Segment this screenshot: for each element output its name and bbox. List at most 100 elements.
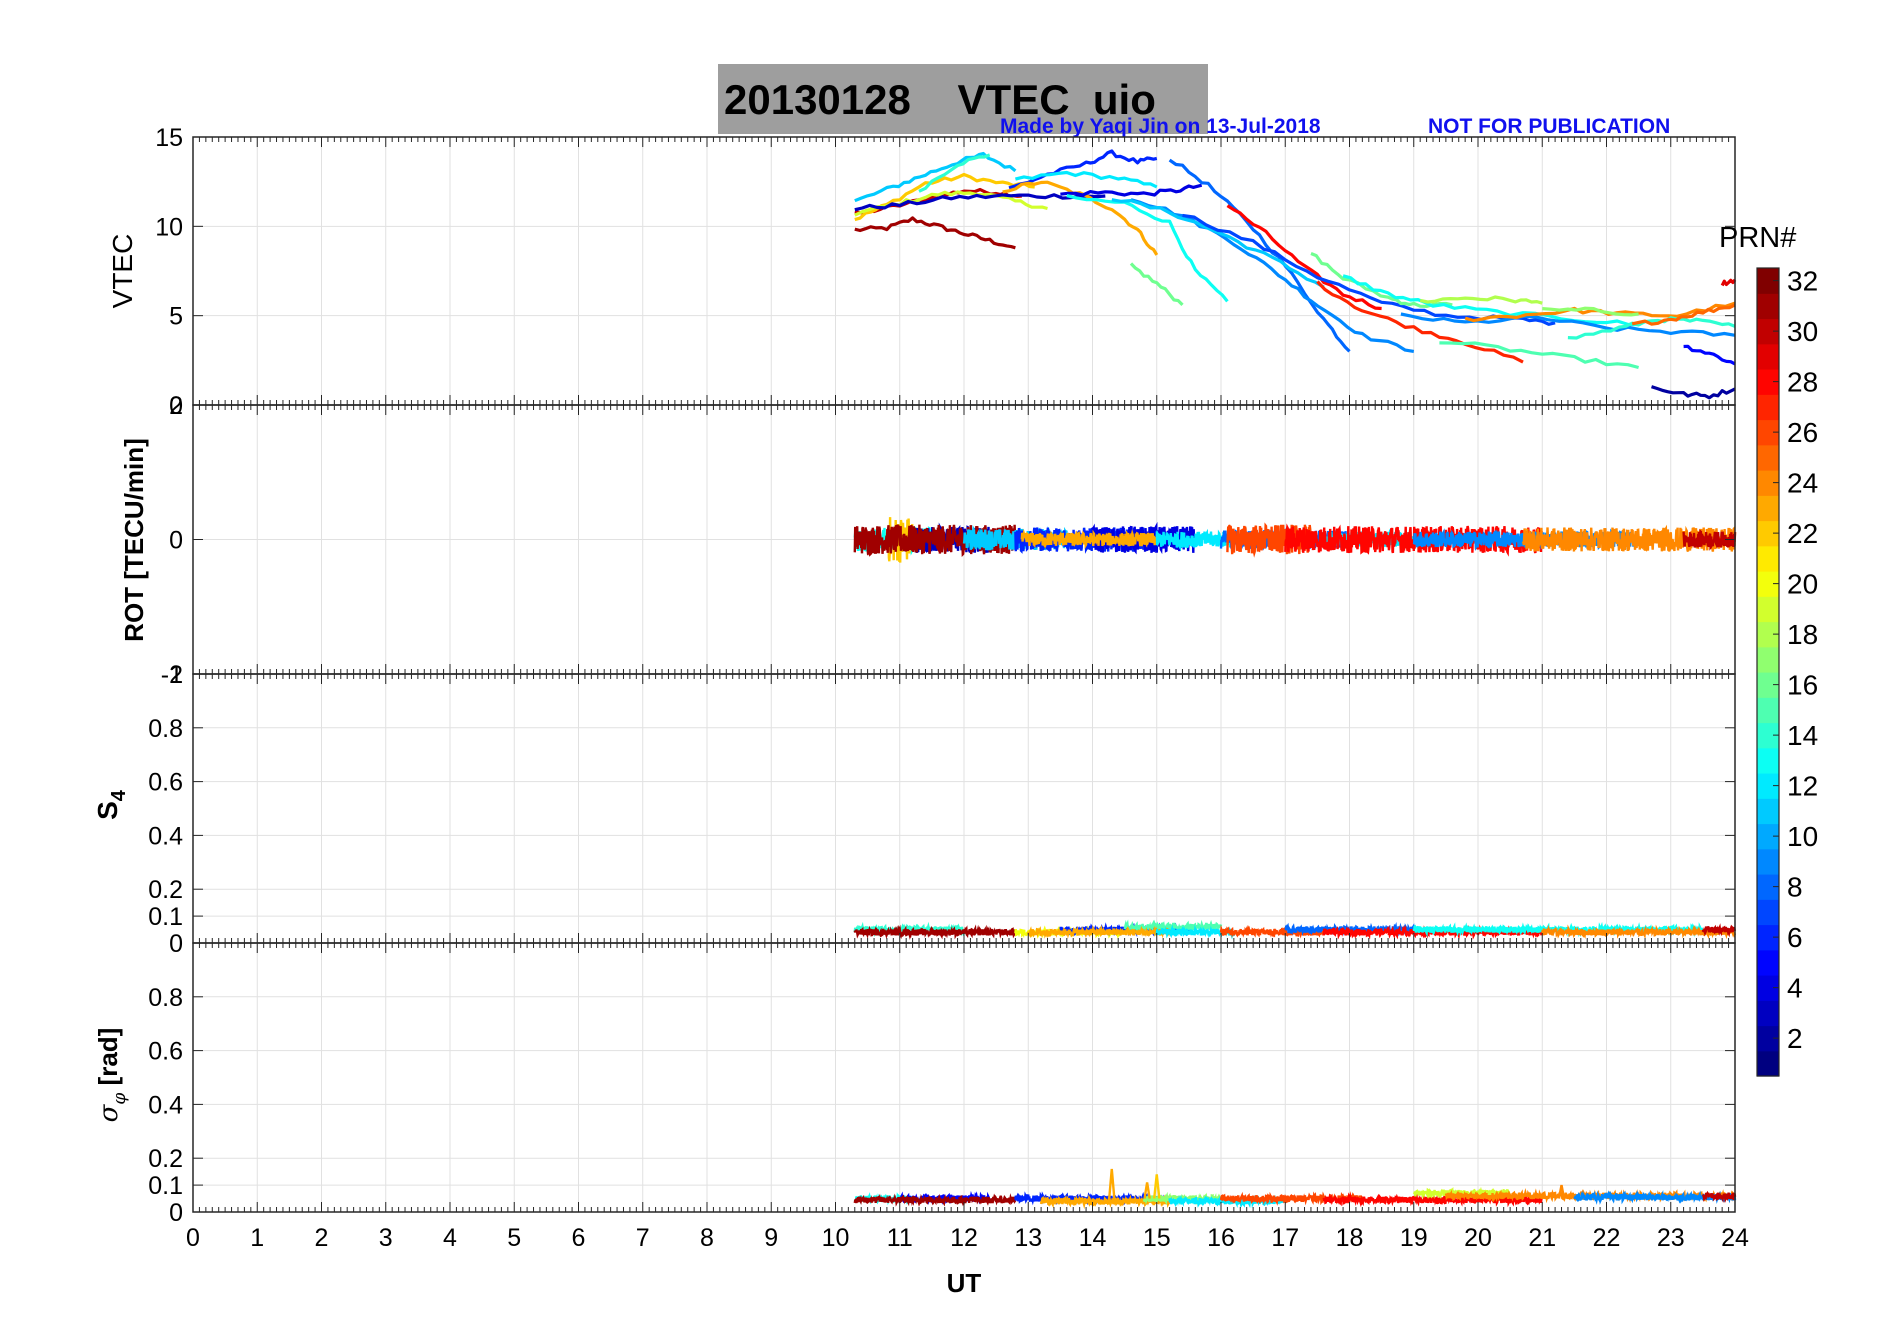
sigma-phi-ylabel: σφ [rad] xyxy=(93,1028,130,1123)
x-tick-label: 15 xyxy=(1143,1224,1171,1252)
sigma_phi-y-tick-label: 0.6 xyxy=(148,1038,183,1066)
colorbar-swatch-prn2 xyxy=(1757,1025,1779,1052)
s4-trace-prn30 xyxy=(1701,923,1737,938)
colorbar-swatch-prn1 xyxy=(1757,1050,1779,1077)
colorbar-swatch-prn16 xyxy=(1757,672,1779,698)
vtec-y-tick-label: 5 xyxy=(169,303,183,331)
x-tick-label: 2 xyxy=(315,1224,329,1252)
s4-y-tick-label: 0.4 xyxy=(148,822,183,850)
colorbar-swatch-prn5 xyxy=(1757,949,1779,976)
colorbar-tick-label: 26 xyxy=(1787,417,1818,448)
sigma_phi-trace-prn26 xyxy=(1219,1191,1364,1206)
sigma_phi-y-tick-label: 0.8 xyxy=(148,984,183,1012)
colorbar-swatch-prn10 xyxy=(1757,823,1779,850)
vtec-panel: 0 5 10 15 VTEC xyxy=(107,124,1737,420)
colorbar-swatch-prn31 xyxy=(1757,293,1779,320)
sigma_phi-spike-prn22 xyxy=(1152,1174,1161,1199)
x-tick-label: 17 xyxy=(1271,1224,1299,1252)
x-tick-label: 24 xyxy=(1721,1224,1749,1252)
sigma_phi-spike-prn23 xyxy=(1143,1182,1151,1199)
colorbar-swatch-prn4 xyxy=(1757,975,1779,1001)
colorbar-tick-label: 4 xyxy=(1787,973,1803,1004)
vtec-line-prn25 xyxy=(1631,303,1736,326)
rot-ylabel: ROT [TECU/min] xyxy=(119,438,149,642)
s4-trace-prn23 xyxy=(1027,924,1171,939)
title-box xyxy=(718,64,1208,134)
colorbar-swatch-prn11 xyxy=(1757,798,1779,825)
s4-y-tick-label: 1 xyxy=(169,661,183,689)
vtec-line-prn14 xyxy=(918,153,991,193)
x-tick-label: 13 xyxy=(1014,1224,1042,1252)
x-tick-label: 16 xyxy=(1207,1224,1235,1252)
colorbar-swatch-prn12 xyxy=(1757,773,1779,799)
colorbar-tick-label: 30 xyxy=(1787,316,1818,347)
colorbar-swatch-prn29 xyxy=(1757,343,1779,370)
x-tick-label: 20 xyxy=(1464,1224,1492,1252)
vtec-line-prn14 xyxy=(1567,316,1736,340)
x-tick-label: 5 xyxy=(507,1224,521,1252)
prn-colorbar xyxy=(1756,267,1780,1077)
publication-notice: NOT FOR PUBLICATION xyxy=(1428,115,1671,138)
vtec-line-prn7 xyxy=(1182,213,1556,326)
colorbar-swatch-prn21 xyxy=(1757,545,1779,572)
sigma_phi-spike-prn23 xyxy=(1108,1168,1116,1199)
vtec-line-prn9 xyxy=(1130,198,1415,353)
vtec-line-prn3 xyxy=(854,193,1106,212)
colorbar-tick-label: 24 xyxy=(1787,468,1818,499)
s4-trace-prn31 xyxy=(853,924,1017,940)
colorbar-tick-label: 8 xyxy=(1787,872,1803,903)
chart-title: 20130128 VTEC uio xyxy=(724,76,1156,123)
sigma_phi-trace-prn30 xyxy=(1701,1190,1737,1204)
vtec-line-prn23 xyxy=(1002,180,1159,256)
vtec-line-prn27 xyxy=(1316,280,1524,364)
vtec-ylabel: VTEC xyxy=(107,234,138,309)
rot-y-tick-label: 0 xyxy=(169,527,183,555)
colorbar-swatch-prn27 xyxy=(1757,394,1779,421)
colorbar-tick-label: 18 xyxy=(1787,619,1818,650)
colorbar-swatch-prn23 xyxy=(1757,495,1779,522)
x-tick-label: 1 xyxy=(250,1224,264,1252)
colorbar-swatch-prn25 xyxy=(1757,444,1779,471)
colorbar-swatch-prn30 xyxy=(1757,318,1779,345)
colorbar-swatch-prn18 xyxy=(1757,621,1779,648)
vtec-line-prn2 xyxy=(1651,385,1736,400)
vtec-line-prn18 xyxy=(1419,295,1543,305)
x-tick-label: 4 xyxy=(443,1224,457,1252)
rot-trace-prn30 xyxy=(1682,529,1737,551)
colorbar-swatch-prn13 xyxy=(1757,747,1779,774)
colorbar-tick-label: 2 xyxy=(1787,1023,1803,1054)
sigma_phi-y-tick-label: 0.2 xyxy=(148,1145,183,1173)
vtec-line-prn9 xyxy=(1400,312,1736,337)
x-tick-label: 7 xyxy=(636,1224,650,1252)
vtec-line-prn16 xyxy=(1129,262,1184,307)
s4-trace-prn24 xyxy=(1541,924,1737,940)
colorbar-tick-label: 32 xyxy=(1787,266,1818,297)
colorbar-tick-label: 16 xyxy=(1787,670,1818,701)
x-tick-label: 23 xyxy=(1657,1224,1685,1252)
sigma_phi-trace-prn31 xyxy=(853,1193,1017,1207)
vtec-line-prn16 xyxy=(1310,252,1453,308)
s4-y-tick-label: 0.6 xyxy=(148,769,183,797)
vtec-line-prn17 xyxy=(1542,306,1639,317)
colorbar-swatch-prn6 xyxy=(1757,924,1779,951)
colorbar-swatch-prn32 xyxy=(1757,268,1779,294)
colorbar-tick-label: 6 xyxy=(1787,922,1803,953)
colorbar-tick-label: 20 xyxy=(1787,569,1818,600)
s4-y-tick-label: 0.1 xyxy=(148,903,183,931)
s4-ylabel: S4 xyxy=(92,789,130,820)
vtec-line-prn11 xyxy=(1111,198,1325,289)
colorbar-tick-label: 28 xyxy=(1787,367,1818,398)
colorbar-swatch-prn17 xyxy=(1757,646,1779,673)
rot-trace-prn28 xyxy=(1284,523,1544,557)
x-tick-label: 10 xyxy=(822,1224,850,1252)
vtec-line-prn4 xyxy=(1060,183,1203,197)
colorbar-swatch-prn28 xyxy=(1757,369,1779,395)
vtec-line-prn12 xyxy=(1015,170,1158,189)
colorbar-tick-label: 22 xyxy=(1787,518,1818,549)
vtec-y-tick-label: 10 xyxy=(155,213,183,241)
rot-y-tick-label: 2 xyxy=(169,392,183,420)
rot-y-tick-label: -2 xyxy=(161,661,183,689)
colorbar-swatch-prn20 xyxy=(1757,571,1779,597)
colorbar-frame xyxy=(1756,267,1780,1077)
vtec-line-prn29 xyxy=(1720,278,1737,287)
